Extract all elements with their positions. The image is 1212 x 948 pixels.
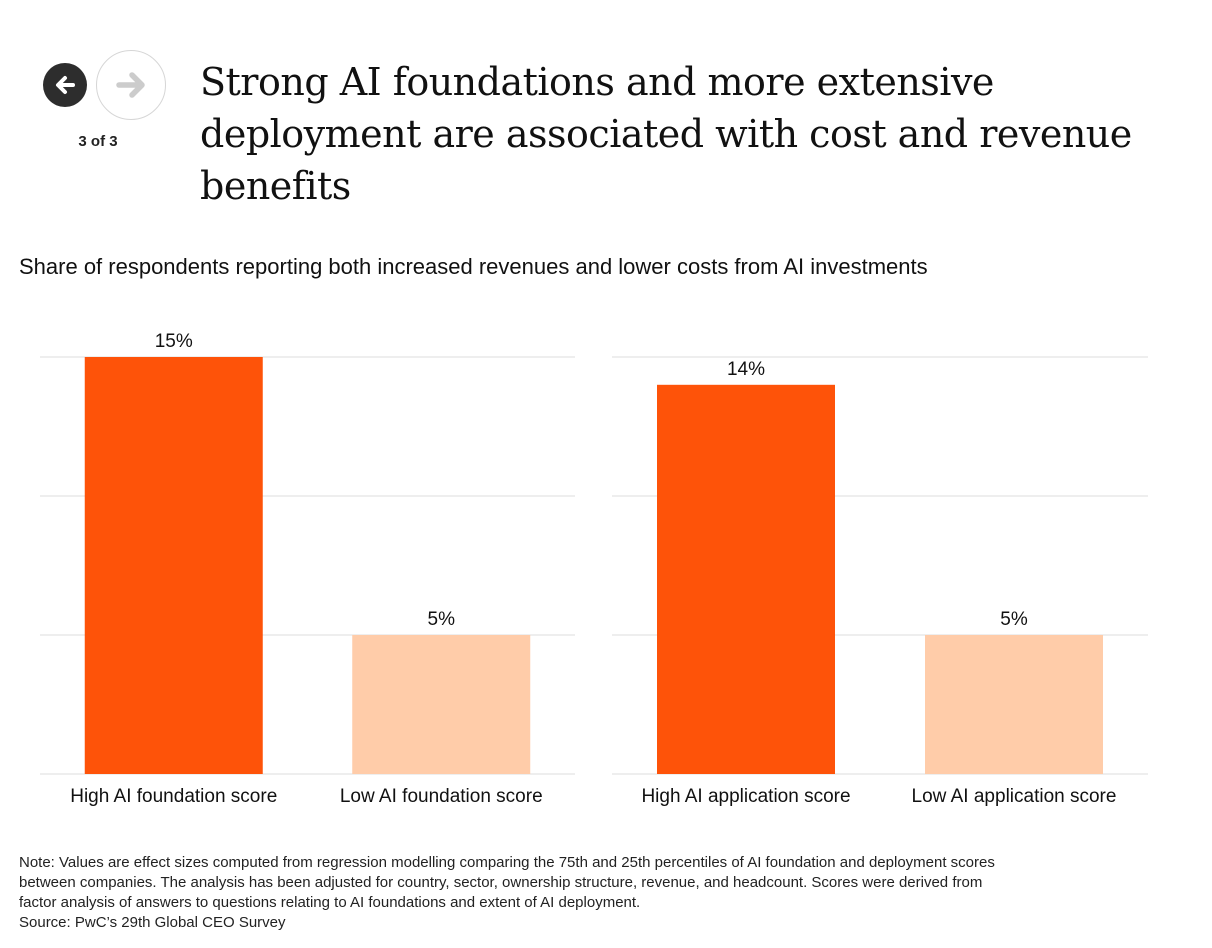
slide-navigation: 3 of 3	[43, 50, 168, 160]
bar-value-label: 15%	[155, 331, 193, 352]
slide-counter: 3 of 3	[78, 133, 118, 150]
chart-panel-1: 15% High AI foundation score 5% Low AI foun…	[40, 331, 575, 807]
note-line: factor analysis of answers to questions …	[19, 894, 641, 911]
source-line: Source: PwC’s 29th Global CEO Survey	[19, 914, 286, 931]
previous-button[interactable]	[43, 63, 87, 107]
note-line: Note: Values are effect sizes computed f…	[19, 854, 995, 871]
bar-charts: 15% High AI foundation score 5% Low AI foun…	[40, 331, 1148, 807]
bar-value-label: 14%	[727, 359, 765, 380]
chart-subtitle: Share of respondents reporting both incr…	[19, 254, 928, 279]
arrow-right-icon	[116, 72, 145, 98]
bar	[84, 357, 263, 774]
bar	[657, 384, 835, 774]
category-label: Low AI application score	[912, 786, 1117, 807]
chart-note: Note: Values are effect sizes computed f…	[19, 853, 1169, 933]
category-label: High AI application score	[641, 786, 850, 807]
bar-value-label: 5%	[1000, 609, 1028, 630]
next-button[interactable]	[96, 50, 166, 120]
category-label: Low AI foundation score	[340, 786, 543, 807]
bar	[925, 635, 1103, 774]
chart-panel-2: 14% High AI application score 5% Low AI app…	[612, 356, 1148, 807]
category-label: High AI foundation score	[70, 786, 277, 807]
bar	[352, 635, 531, 774]
page-title: Strong AI foundations and more extensive…	[200, 60, 1132, 208]
bar-value-label: 5%	[428, 609, 456, 630]
note-line: between companies. The analysis has been…	[19, 874, 983, 891]
arrow-left-icon	[56, 76, 75, 94]
